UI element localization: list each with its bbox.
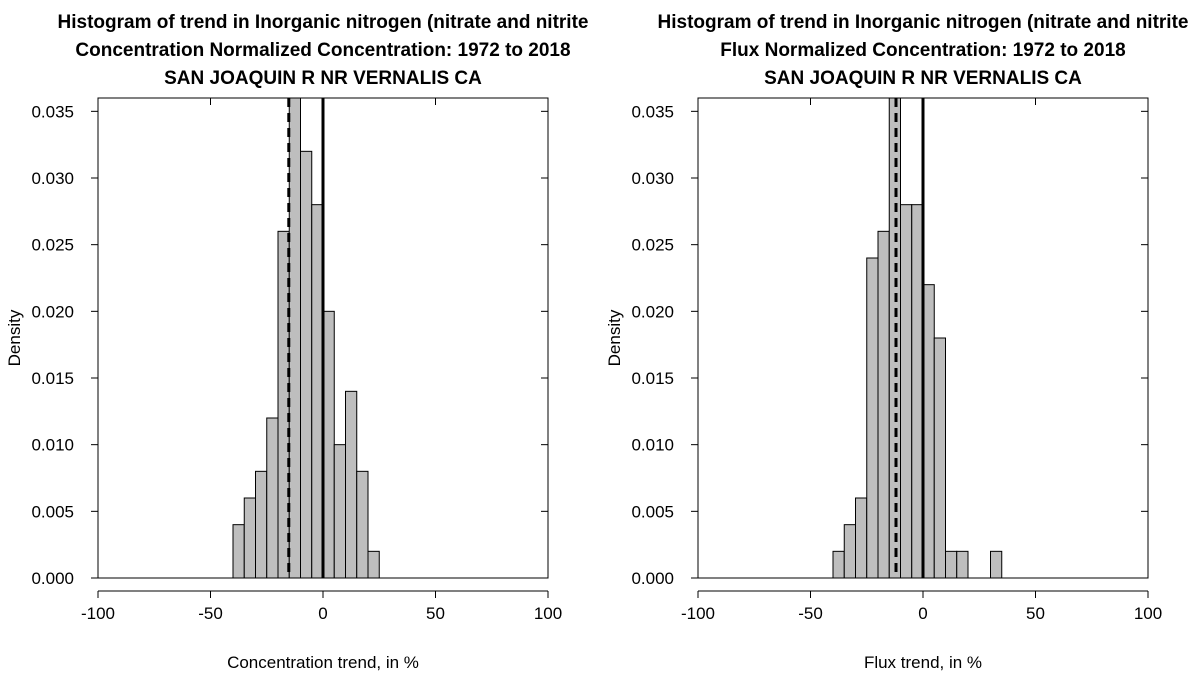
y-axis-label: Density [605, 309, 624, 366]
x-tick-label: -50 [798, 604, 823, 623]
histogram-bar [367, 550, 380, 578]
histogram-bar [843, 524, 856, 578]
histogram-bar [900, 204, 913, 578]
histogram-bar [911, 204, 924, 578]
chart-title-line-1: Histogram of trend in Inorganic nitrogen… [658, 12, 1189, 33]
y-tick-label: 0.020 [31, 302, 74, 321]
histogram-bar [243, 497, 256, 578]
y-tick-label: 0.005 [631, 502, 674, 521]
y-tick-label: 0.030 [631, 169, 674, 188]
x-tick-label: -100 [81, 604, 115, 623]
histogram-bar [322, 310, 335, 578]
histogram-bar [832, 550, 845, 578]
y-tick-label: 0.030 [31, 169, 74, 188]
histogram-bar [933, 337, 946, 578]
x-axis-label: Concentration trend, in % [227, 653, 419, 672]
y-tick-label: 0.035 [631, 102, 674, 121]
chart-title-line-2: Flux Normalized Concentration: 1972 to 2… [720, 40, 1125, 61]
histogram-bar [288, 98, 301, 578]
x-tick-label: 100 [534, 604, 562, 623]
y-tick-label: 0.000 [31, 569, 74, 588]
x-tick-label: 0 [318, 604, 327, 623]
chart-panel-1: Histogram of trend in Inorganic nitrogen… [5, 12, 588, 672]
histogram-bar [866, 257, 879, 578]
x-tick-label: -50 [198, 604, 223, 623]
histogram-bar [300, 150, 313, 578]
x-tick-label: 0 [918, 604, 927, 623]
histogram-bar [922, 284, 935, 578]
histogram-bar [333, 444, 346, 578]
chart-title-line-3: SAN JOAQUIN R NR VERNALIS CA [164, 68, 482, 89]
histogram-bar [266, 417, 279, 578]
histogram-bar [255, 470, 268, 578]
histogram-bar [990, 550, 1003, 578]
x-tick-label: 100 [1134, 604, 1162, 623]
x-tick-label: 50 [426, 604, 445, 623]
histogram-bar [945, 550, 958, 578]
histogram-bar [232, 524, 245, 578]
y-tick-label: 0.015 [631, 369, 674, 388]
histogram-bar [956, 550, 969, 578]
y-tick-label: 0.025 [631, 236, 674, 255]
histogram-bar [345, 390, 358, 578]
y-tick-label: 0.010 [31, 436, 74, 455]
chart-title-line-3: SAN JOAQUIN R NR VERNALIS CA [764, 68, 1082, 89]
histogram-bar [877, 230, 890, 578]
y-tick-label: 0.025 [31, 236, 74, 255]
chart-panel-2: Histogram of trend in Inorganic nitrogen… [605, 12, 1188, 672]
x-axis-label: Flux trend, in % [864, 653, 982, 672]
y-tick-label: 0.000 [631, 569, 674, 588]
y-tick-label: 0.005 [31, 502, 74, 521]
y-tick-label: 0.015 [31, 369, 74, 388]
x-tick-label: 50 [1026, 604, 1045, 623]
chart-title-line-2: Concentration Normalized Concentration: … [75, 40, 570, 61]
chart-title-line-1: Histogram of trend in Inorganic nitrogen… [58, 12, 589, 33]
histogram-bar [356, 470, 369, 578]
histogram-bar [855, 497, 868, 578]
y-tick-label: 0.035 [31, 102, 74, 121]
y-tick-label: 0.020 [631, 302, 674, 321]
y-tick-label: 0.010 [631, 436, 674, 455]
x-tick-label: -100 [681, 604, 715, 623]
y-axis-label: Density [5, 309, 24, 366]
histogram-bar [311, 204, 324, 578]
